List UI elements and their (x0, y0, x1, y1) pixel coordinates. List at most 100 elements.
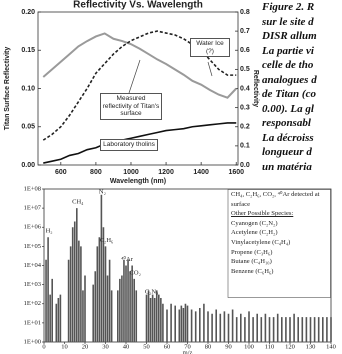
bar (174, 305, 176, 342)
annotation-leader (128, 59, 141, 94)
bar (235, 317, 238, 342)
bar (102, 227, 105, 342)
caption-line: analogues d (262, 73, 317, 86)
y-tick-label: 0.00 (21, 162, 35, 169)
peak-label: C₂N₂ (145, 288, 159, 295)
bar (47, 237, 49, 342)
x-tick-label: 40 (123, 343, 130, 350)
y-tick-label: 0.05 (21, 124, 35, 131)
bar (94, 271, 97, 342)
bar (223, 311, 226, 342)
bar (281, 317, 283, 342)
bar (57, 297, 60, 342)
bar (203, 303, 205, 342)
y2-tick-label: 0.1 (240, 143, 250, 150)
bar (199, 307, 201, 342)
bar (106, 275, 109, 342)
note-line: Other Possible Species: (231, 210, 294, 218)
annotation: Measured reflectivity of Titan's surface (100, 93, 162, 120)
series-line (42, 32, 237, 99)
x-tick-label: 70 (184, 343, 191, 350)
bar (78, 240, 80, 342)
bar (110, 290, 113, 342)
caption-line: sur le site d (262, 15, 314, 28)
x-tick-label: 50 (143, 343, 150, 350)
bar (256, 313, 258, 342)
bar (186, 305, 189, 342)
y-tick-label: 1E+07 (24, 205, 42, 212)
y2-tick-label: 0.4 (240, 85, 250, 92)
bar (129, 271, 131, 342)
bar (55, 303, 58, 342)
y-tick-label: 0.15 (21, 47, 35, 54)
bar (80, 246, 82, 342)
bar (155, 290, 158, 342)
bar (100, 194, 103, 342)
y-tick-label: 1E+08 (24, 185, 41, 192)
bar (69, 246, 72, 342)
note-box (227, 189, 331, 298)
y2-tick-label: 0.0 (240, 162, 250, 169)
x-tick-label: 1600 (228, 169, 244, 176)
y-axis-label: Titan Surface Reflectivity (4, 47, 11, 131)
annotation-leader (207, 61, 213, 77)
bar (71, 227, 74, 342)
bar (104, 246, 107, 342)
y2-axis-label: Reflectivity (252, 70, 259, 107)
bar (96, 246, 99, 342)
bar (240, 313, 242, 342)
bar (59, 294, 62, 342)
bar (227, 313, 230, 342)
bar (92, 284, 94, 342)
note-line: Cyanogen (C₂N₂) (231, 219, 278, 227)
caption-line: de Titan (co (262, 88, 316, 100)
note-line: Acetylene (C₂H₂) (231, 229, 278, 237)
bar (123, 259, 125, 342)
peak-label: ⁴⁰Ar (121, 255, 134, 263)
bar (49, 294, 51, 342)
peak-label: N₂ (99, 188, 106, 195)
bar (207, 311, 209, 342)
caption-line: Figure 2. R (262, 1, 315, 13)
bar (231, 309, 234, 342)
y2-tick-label: 0.6 (240, 47, 250, 54)
x-tick-label: 1000 (123, 169, 139, 176)
bar (293, 313, 295, 342)
note-line: Benzene (C₆H₆) (231, 267, 274, 275)
bar (166, 309, 168, 342)
bar (219, 313, 222, 342)
caption-line: longueur d (262, 146, 312, 158)
bar (127, 259, 129, 342)
x-tick-label: 130 (306, 343, 316, 350)
bar (84, 275, 86, 342)
peak-label: H₂ (46, 228, 53, 235)
note-line: CH₄, C₂H₆, CO₂, ⁴⁰Ar detected at surface (231, 191, 320, 208)
bar (147, 290, 150, 342)
caption-line: 0.00). La gl (262, 102, 314, 115)
series-line (43, 122, 237, 164)
y-tick-label: 1E+06 (24, 224, 42, 231)
x-tick-label: 90 (225, 343, 232, 350)
bar (252, 317, 254, 342)
peak-label: CO₂ (130, 269, 141, 276)
caption-line: un matéria (262, 160, 312, 173)
bar (145, 294, 148, 342)
bar (211, 313, 213, 342)
bar (264, 313, 267, 342)
bar (322, 317, 324, 342)
note-line: Butane (C₄H₁₀) (231, 258, 272, 266)
caption-line: DISR allum (262, 30, 317, 42)
annotation: Laboratory tholins (100, 139, 158, 151)
y-tick-label: 0.20 (21, 9, 35, 16)
bar (121, 275, 123, 342)
bar (309, 317, 312, 342)
bar (158, 294, 160, 342)
caption-line: La décroiss (262, 131, 314, 144)
bar (162, 303, 164, 342)
y2-tick-label: 0.2 (240, 124, 250, 131)
bar (135, 290, 138, 342)
x-tick-label: 0 (42, 343, 45, 350)
bar (178, 309, 181, 342)
